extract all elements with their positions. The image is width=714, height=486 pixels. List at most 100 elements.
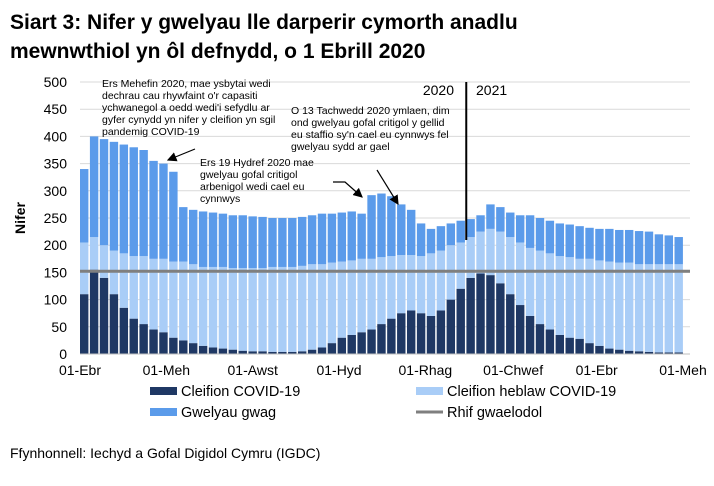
y-tick-label: 0 bbox=[59, 346, 67, 362]
bar-non-covid bbox=[387, 256, 396, 319]
x-tick-label: 01-Meh bbox=[143, 362, 190, 378]
bar-empty bbox=[149, 160, 158, 259]
bar-empty bbox=[585, 227, 594, 259]
bar-covid bbox=[377, 324, 386, 354]
bar-covid bbox=[605, 348, 614, 354]
bar-empty bbox=[278, 218, 287, 267]
x-tick-label: 01-Awst bbox=[228, 362, 278, 378]
annotation-line: cynnwys bbox=[200, 193, 240, 205]
bar-empty bbox=[496, 207, 505, 232]
bar-covid bbox=[506, 294, 515, 354]
bar-covid bbox=[317, 347, 327, 354]
bar-non-covid bbox=[595, 260, 604, 346]
bar-empty bbox=[674, 237, 683, 265]
annotation-line: eu staffio sy'n cael eu cynnwys fel bbox=[291, 129, 449, 141]
bar-empty bbox=[486, 204, 495, 229]
bar-non-covid bbox=[585, 258, 594, 344]
bar-empty bbox=[397, 204, 406, 255]
bar-covid bbox=[80, 294, 89, 354]
bar-empty bbox=[476, 215, 485, 232]
bar-non-covid bbox=[496, 231, 505, 284]
bar-covid bbox=[436, 310, 446, 354]
bar-empty bbox=[377, 193, 386, 258]
legend-swatch-empty bbox=[150, 408, 177, 416]
bar-non-covid bbox=[327, 262, 337, 344]
bar-non-covid bbox=[218, 266, 228, 349]
bar-empty bbox=[327, 213, 337, 263]
bar-covid bbox=[159, 332, 168, 354]
bar-non-covid bbox=[159, 258, 168, 333]
bar-non-covid bbox=[426, 253, 436, 316]
bar-covid bbox=[238, 350, 247, 354]
bar-covid bbox=[347, 334, 356, 354]
annotation-october: Ers 19 Hydref 2020 mae gwelyau gofal cri… bbox=[200, 157, 314, 205]
x-tick-label: 01-Ebr bbox=[59, 362, 101, 378]
legend-label-non-covid: Cleifion heblaw COVID-19 bbox=[447, 384, 616, 400]
bar-non-covid bbox=[367, 258, 376, 330]
bar-empty bbox=[515, 215, 525, 243]
bar-non-covid bbox=[397, 254, 406, 314]
bar-empty bbox=[664, 235, 674, 265]
bar-non-covid bbox=[555, 256, 565, 335]
bar-covid bbox=[179, 340, 188, 354]
bar-empty bbox=[545, 220, 555, 254]
bar-non-covid bbox=[436, 250, 446, 311]
bar-empty bbox=[198, 211, 208, 267]
bar-non-covid bbox=[80, 242, 89, 295]
bar-non-covid bbox=[169, 261, 178, 338]
bar-empty bbox=[119, 144, 129, 254]
bar-covid bbox=[426, 315, 436, 354]
bar-covid bbox=[615, 349, 624, 354]
bar-non-covid bbox=[268, 266, 277, 352]
bar-non-covid bbox=[89, 237, 99, 270]
bar-covid bbox=[258, 351, 267, 354]
annotation-line: gyfer cynydd yn nifer y cleifion yn sgil bbox=[102, 114, 275, 126]
bar-non-covid bbox=[575, 258, 584, 339]
bar-empty bbox=[446, 223, 456, 246]
legend-swatch-covid bbox=[150, 387, 177, 395]
bar-covid bbox=[466, 277, 475, 354]
bar-covid bbox=[476, 273, 485, 354]
bar-non-covid bbox=[664, 264, 674, 353]
y-tick-label: 500 bbox=[44, 74, 68, 90]
bar-non-covid bbox=[634, 264, 644, 352]
bar-empty bbox=[565, 224, 574, 258]
bar-non-covid bbox=[99, 245, 109, 278]
bar-covid bbox=[406, 310, 416, 354]
x-tick-label: 01-Chwef bbox=[483, 362, 543, 378]
bar-non-covid bbox=[615, 262, 624, 350]
bar-empty bbox=[159, 163, 168, 259]
bar-non-covid bbox=[406, 254, 416, 311]
bar-covid bbox=[228, 349, 238, 354]
bar-covid bbox=[208, 347, 218, 354]
bar-covid bbox=[674, 352, 683, 354]
bar-non-covid bbox=[307, 264, 317, 350]
bar-empty bbox=[595, 228, 604, 261]
bar-non-covid bbox=[188, 264, 198, 344]
bar-non-covid bbox=[297, 265, 307, 352]
arrow-october bbox=[333, 181, 363, 198]
bar-empty bbox=[634, 231, 644, 265]
bar-non-covid bbox=[565, 257, 574, 338]
bar-non-covid bbox=[456, 242, 465, 289]
y-tick-label: 300 bbox=[44, 183, 68, 199]
bar-covid bbox=[109, 294, 119, 354]
bar-empty bbox=[406, 209, 416, 255]
bar-empty bbox=[80, 169, 89, 243]
bar-empty bbox=[525, 215, 535, 248]
bar-non-covid bbox=[466, 237, 475, 278]
bar-non-covid bbox=[644, 264, 654, 352]
legend-label-baseline: Rhif gwaelodol bbox=[447, 405, 542, 421]
legend-swatch-non-covid bbox=[416, 387, 443, 395]
legend-label-covid: Cleifion COVID-19 bbox=[181, 384, 300, 400]
bar-covid bbox=[565, 337, 574, 354]
bar-non-covid bbox=[486, 228, 495, 276]
bar-empty bbox=[139, 150, 148, 257]
annotation-line: gwelyau sydd ar gael bbox=[291, 141, 390, 153]
bar-covid bbox=[525, 315, 535, 354]
bar-non-covid bbox=[654, 264, 664, 353]
bar-empty bbox=[357, 213, 366, 259]
bar-non-covid bbox=[228, 268, 238, 350]
bar-non-covid bbox=[545, 253, 555, 330]
bar-covid bbox=[248, 351, 257, 354]
